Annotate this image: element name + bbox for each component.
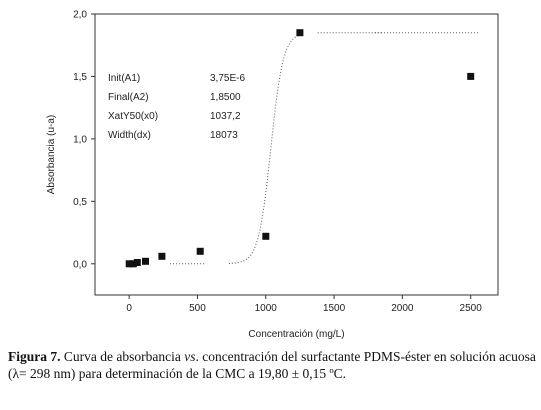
caption-text-before: Curva de absorbancia <box>60 349 185 364</box>
data-point <box>158 252 166 260</box>
figure-caption: Figura 7. Curva de absorbancia vs. conce… <box>8 348 538 382</box>
fit-param-label: Width(dx) <box>108 130 151 141</box>
x-tick-label: 2000 <box>391 303 414 314</box>
fit-param-label: XatY50(x0) <box>108 111 158 122</box>
fit-param-value: 3,75E-6 <box>210 73 245 84</box>
y-tick-label: 0,5 <box>73 197 87 208</box>
data-point <box>142 257 149 265</box>
y-tick-label: 0,0 <box>73 259 87 270</box>
data-point <box>296 29 304 37</box>
fit-param-label: Final(A2) <box>108 92 149 103</box>
caption-vs: vs <box>184 349 196 364</box>
y-tick-label: 1,0 <box>73 134 87 145</box>
data-point <box>196 247 204 255</box>
plot-frame <box>94 13 499 296</box>
y-axis-title: Absorbancia (u-a) <box>46 115 57 194</box>
data-point <box>133 259 141 266</box>
caption-label: Figura 7. <box>8 349 61 364</box>
caption-text-after: . concentración del surfactante PDMS-ést… <box>8 349 536 381</box>
x-tick-label: 0 <box>126 303 132 314</box>
fit-param-value: 18073 <box>210 130 238 141</box>
x-tick-label: 500 <box>189 303 206 314</box>
figure: 0 500 1000 1500 2000 2500 0,0 0,5 1,0 1,5 2,0 Conce… <box>46 10 499 340</box>
x-tick-label: 2500 <box>460 303 483 314</box>
fit-segment <box>228 34 300 264</box>
fit-param-value: 1037,2 <box>210 111 241 122</box>
data-point <box>125 260 133 268</box>
x-tick-label: 1000 <box>255 303 278 314</box>
fit-parameters-annotation: Init(A1) 3,75E-6 Final(A2) 1,8500 XatY50(x0)… <box>108 73 245 141</box>
x-tick-label: 1500 <box>323 303 346 314</box>
y-tick-label: 2,0 <box>73 10 87 21</box>
fit-param-label: Init(A1) <box>108 73 140 84</box>
y-tick-label: 1,5 <box>73 72 87 83</box>
data-point <box>129 260 137 268</box>
data-point <box>262 232 270 240</box>
axes: 0 500 1000 1500 2000 2500 0,0 0,5 1,0 1,5 2,0 Conce… <box>46 10 499 340</box>
fit-param-value: 1,8500 <box>210 92 241 103</box>
data-points <box>125 29 475 268</box>
data-point <box>467 72 475 80</box>
fit-curve <box>170 32 479 265</box>
chart: 0 500 1000 1500 2000 2500 0,0 0,5 1,0 1,5 2,0 Conce… <box>46 10 499 340</box>
x-axis-title: Concentración (mg/L) <box>248 329 344 340</box>
